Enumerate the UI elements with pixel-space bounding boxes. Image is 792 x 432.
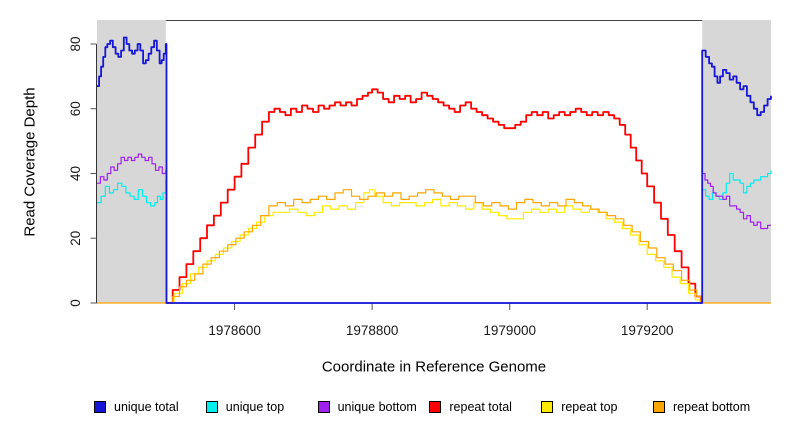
legend-item-unique-bottom: unique bottom <box>317 400 417 414</box>
series-repeat-total <box>165 88 702 304</box>
legend: unique total unique top unique bottom repea… <box>0 400 792 416</box>
shaded-region <box>702 20 771 303</box>
legend-swatch-repeat-top <box>541 401 554 413</box>
x-tick-label: 1979000 <box>483 323 536 338</box>
legend-swatch-unique-bottom <box>317 401 330 413</box>
legend-label: repeat total <box>449 400 512 414</box>
y-tick-label: 0 <box>68 299 83 307</box>
legend-swatch-repeat-bottom <box>653 401 665 413</box>
legend-label: repeat top <box>561 400 618 414</box>
legend-label: repeat bottom <box>673 400 751 414</box>
x-tick-label: 1978800 <box>346 323 399 338</box>
legend-label: unique bottom <box>337 400 417 414</box>
x-tick-label: 1979200 <box>621 323 674 338</box>
y-axis-title: Read Coverage Depth <box>21 87 39 237</box>
y-tick-label: 20 <box>68 231 83 246</box>
series-unique-bottom <box>97 153 771 304</box>
x-tick-label: 1978600 <box>208 323 261 338</box>
legend-swatch-unique-total <box>94 401 106 413</box>
legend-item-repeat-total: repeat total <box>429 400 512 414</box>
legend-label: unique top <box>225 400 285 414</box>
legend-item-repeat-bottom: repeat bottom <box>653 400 750 414</box>
series-repeat-top <box>165 189 701 304</box>
legend-label: unique total <box>114 400 179 414</box>
legend-item-unique-top: unique top <box>205 400 285 414</box>
legend-item-repeat-top: repeat top <box>541 400 617 414</box>
shaded-region <box>97 20 166 303</box>
y-tick-label: 80 <box>68 36 83 51</box>
y-tick-label: 60 <box>68 101 83 116</box>
series-repeat-bottom <box>97 189 771 304</box>
legend-swatch-repeat-total <box>429 401 442 413</box>
legend-swatch-unique-top <box>205 401 218 413</box>
legend-item-unique-total: unique total <box>94 400 179 414</box>
x-axis-title: Coordinate in Reference Genome <box>321 358 547 376</box>
y-tick-label: 40 <box>68 166 83 181</box>
series-unique-total <box>97 36 772 304</box>
